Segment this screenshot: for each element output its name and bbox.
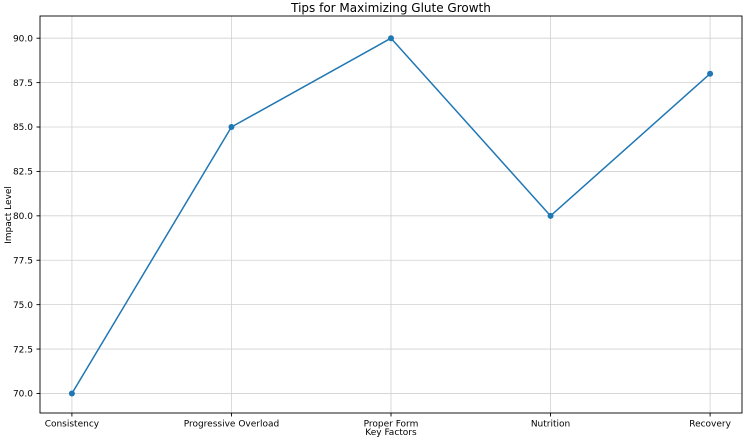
data-point — [388, 35, 394, 42]
y-tick-label: 72.5 — [13, 345, 33, 355]
y-tick-label: 77.5 — [13, 256, 33, 266]
x-tick-label: Proper Form — [364, 420, 419, 430]
y-tick-label: 75.0 — [13, 301, 33, 311]
data-point — [547, 212, 554, 219]
data-point — [228, 124, 235, 131]
x-axis-label: Key Factors — [365, 428, 417, 438]
y-tick-label: 85.0 — [13, 123, 33, 133]
y-tick-label: 87.5 — [13, 79, 33, 89]
y-tick-label: 80.0 — [13, 212, 33, 222]
y-tick-label: 70.0 — [13, 390, 33, 400]
x-tick-label: Recovery — [689, 420, 731, 430]
y-tick-label: 82.5 — [13, 168, 33, 178]
y-tick-label: 90.0 — [13, 34, 33, 44]
chart-title: Tips for Maximizing Glute Growth — [291, 1, 491, 15]
x-tick-label: Consistency — [45, 420, 100, 430]
data-point — [707, 70, 714, 77]
x-tick-label: Progressive Overload — [184, 420, 280, 430]
x-tick-label: Nutrition — [531, 420, 570, 430]
data-point — [68, 390, 75, 397]
